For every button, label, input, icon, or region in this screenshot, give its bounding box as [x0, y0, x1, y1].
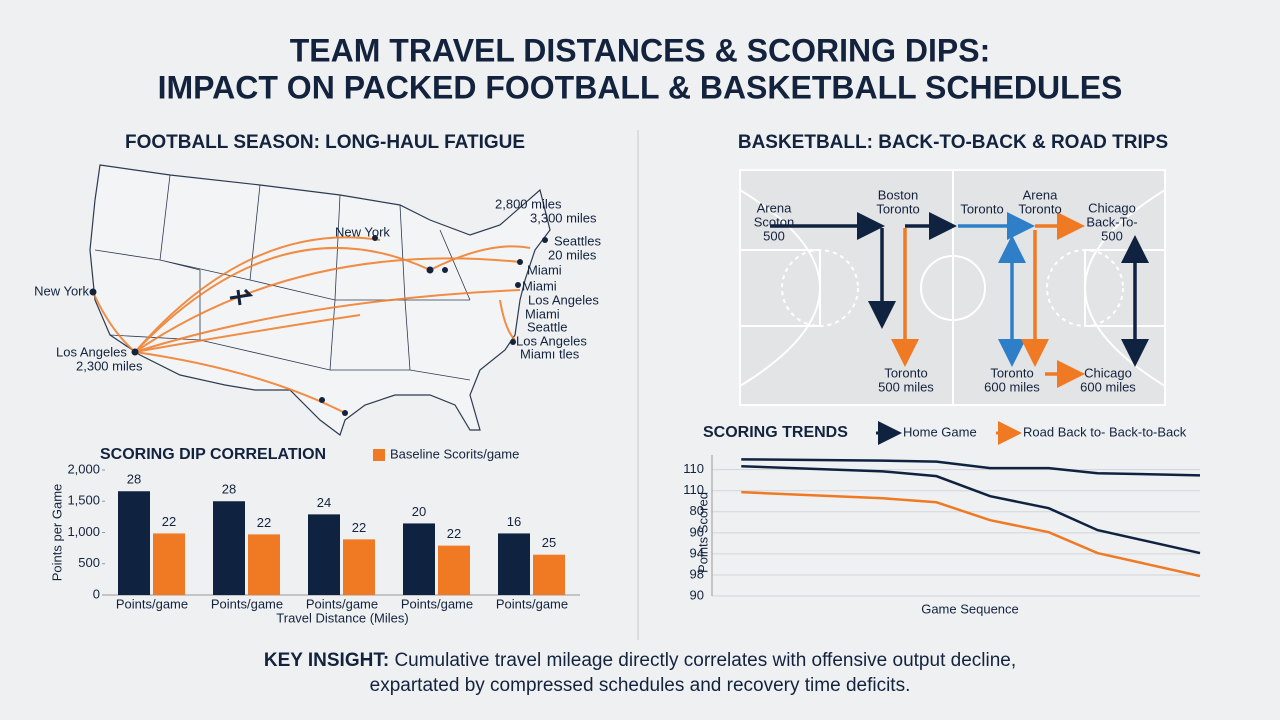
- court-arrows: [770, 212, 1149, 388]
- y-axis-label: Points per Game: [49, 484, 64, 582]
- map-label: 3,300 miles: [530, 210, 597, 225]
- map-title: FOOTBALL SEASON: LONG-HAUL FATIGUE: [125, 132, 525, 153]
- legend-label: Home Game: [903, 424, 977, 439]
- map-label: 2,300 miles: [76, 358, 143, 373]
- title-line: TEAM TRAVEL DISTANCES & SCORING DIPS:: [290, 32, 990, 68]
- x-axis-label: Game Sequence: [921, 601, 1019, 616]
- map-label: Miami: [527, 262, 562, 277]
- title-line: IMPACT ON PACKED FOOTBALL & BASKETBALL S…: [158, 69, 1123, 105]
- insight-text: Cumulative travel mileage directly corre…: [394, 650, 1016, 671]
- court-label: Chicago: [1088, 200, 1136, 215]
- court-label: 600 miles: [984, 379, 1040, 394]
- map: [89, 164, 551, 436]
- insight-label: KEY INSIGHT:: [264, 650, 389, 671]
- court-label: Toronto: [884, 365, 927, 380]
- bar: [343, 539, 375, 595]
- court-label: Scoton: [754, 214, 794, 229]
- map-label: Seattle: [527, 319, 567, 334]
- bar: [533, 554, 565, 595]
- bar: [403, 523, 435, 595]
- map-label: Los Angeles: [516, 333, 587, 348]
- bar: [438, 545, 470, 595]
- insight-line: KEY INSIGHT: Cumulative travel mileage d…: [264, 650, 1016, 671]
- bar-annotation: 22: [257, 515, 271, 530]
- court-title: BASKETBALL: BACK-TO-BACK & ROAD TRIPS: [738, 132, 1168, 153]
- map-label: Miami: [522, 278, 557, 293]
- x-tick-label: Points/game: [306, 596, 378, 611]
- court: [739, 169, 1166, 406]
- bar: [248, 534, 280, 595]
- bar: [498, 533, 530, 595]
- bar-annotation: 20: [412, 504, 426, 519]
- legend-label: Baseline Scorits/game: [390, 446, 519, 461]
- map-label: Los Angeles: [56, 344, 127, 359]
- x-tick-label: Points/game: [116, 596, 188, 611]
- map-label: Los Angeles: [528, 292, 599, 307]
- y-tick-label: 1,500: [67, 493, 100, 508]
- chart-title: SCORING DIP CORRELATION: [100, 446, 326, 463]
- insight-text: expartated by compressed schedules and r…: [370, 675, 911, 696]
- legend-swatch: [373, 449, 385, 461]
- y-tick-label: 110: [683, 482, 704, 497]
- bar: [153, 533, 185, 595]
- bar-annotation: 22: [447, 526, 461, 541]
- bar: [118, 491, 150, 595]
- charts: SCORING DIP CORRELATION 0 500 1,000 1,500 2,0…: [49, 421, 1201, 625]
- line: [741, 458, 1201, 477]
- court-label: Back-To-: [1086, 214, 1137, 229]
- y-tick-label: 1,000: [67, 524, 100, 539]
- map-label: 20 miles: [548, 247, 597, 262]
- bar: [213, 501, 245, 595]
- court-label: Arena: [1023, 187, 1058, 202]
- bar-annotation: 28: [222, 482, 236, 497]
- y-axis-label: Points Scored: [695, 492, 710, 573]
- y-tick-label: 90: [690, 524, 704, 539]
- chart-title: SCORING TRENDS: [703, 424, 848, 441]
- court-label: Toronto: [876, 201, 919, 216]
- legend-label: Road Back to- Back-to-Back: [1023, 424, 1187, 439]
- bar-annotation: 22: [352, 520, 366, 535]
- map-label: New York: [34, 283, 89, 298]
- y-tick-label: 94: [690, 545, 704, 560]
- map-label: New York: [335, 224, 390, 239]
- x-tick-label: Points/game: [496, 596, 568, 611]
- map-label: Seattles: [554, 233, 601, 248]
- court-label: 600 miles: [1080, 379, 1136, 394]
- court-label: Chicago: [1084, 365, 1132, 380]
- bar-annotation: 25: [542, 535, 556, 550]
- bar: [308, 514, 340, 595]
- court-label: Boston: [878, 187, 918, 202]
- x-axis-label: Travel Distance (Miles): [276, 610, 408, 625]
- bar-annotation: 24: [317, 495, 331, 510]
- court-label: Toronto: [1018, 201, 1061, 216]
- map-label: 2,800 miles: [495, 196, 562, 211]
- court-label: 500 miles: [878, 379, 934, 394]
- map-label: Miami: [525, 306, 560, 321]
- bar-annotation: 28: [127, 472, 141, 487]
- y-tick-label: 90: [690, 587, 704, 602]
- y-tick-label: 98: [690, 566, 704, 581]
- court-label: 500: [1101, 228, 1123, 243]
- y-tick-label: 110: [683, 461, 704, 476]
- bar-annotation: 22: [162, 514, 176, 529]
- y-tick-label: 80: [690, 503, 704, 518]
- court-label: 500: [763, 228, 785, 243]
- court-label: Arena: [757, 200, 792, 215]
- x-tick-label: Points/game: [211, 596, 283, 611]
- bar-annotation: 16: [507, 514, 521, 529]
- line: [741, 465, 1201, 555]
- y-tick-label: 0: [93, 586, 100, 601]
- court-label: Toronto: [960, 201, 1003, 216]
- x-tick-label: Points/game: [401, 596, 473, 611]
- map-label: Miamı tles: [520, 346, 580, 361]
- y-tick-label: 500: [78, 555, 100, 570]
- court-label: Toronto: [990, 365, 1033, 380]
- line: [741, 490, 1201, 578]
- y-tick-label: 2,000: [67, 461, 100, 476]
